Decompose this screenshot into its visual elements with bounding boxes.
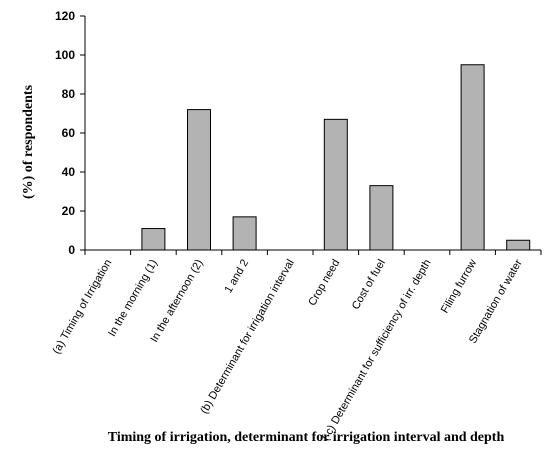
bar [232,216,257,251]
category-label: (b) Determinant for irrigation interval [198,258,296,416]
category-label: In the afternoon (2) [148,258,205,345]
bar [141,228,166,251]
y-tick-label: 80 [62,87,76,101]
bar [187,109,211,251]
category-label: Crop need [306,258,342,308]
category-label: Stagnation of water [467,257,525,345]
x-axis-title: Timing of irrigation, determinant for ir… [108,430,505,445]
y-tick-label: 120 [55,9,75,23]
category-label: Cost of fuel [350,258,388,312]
y-axis-title: (%) of respondents [21,84,36,199]
y-tick-label: 100 [55,48,75,62]
y-tick-label: 60 [62,126,76,140]
bar [323,118,348,251]
bar [369,185,394,251]
y-tick-label: 40 [62,165,76,179]
category-label: 1 and 2 [222,258,251,296]
category-label: ( c) Determinant for sufficiency of irr.… [320,258,434,443]
category-label: In the morning (1) [106,258,160,339]
category-label: (a) Timing of Irrigation [51,258,115,357]
y-tick-label: 0 [68,243,75,257]
y-tick-label: 20 [62,204,76,218]
bar [460,64,485,251]
category-label: Filing furrow [439,257,479,315]
bar [506,239,531,251]
